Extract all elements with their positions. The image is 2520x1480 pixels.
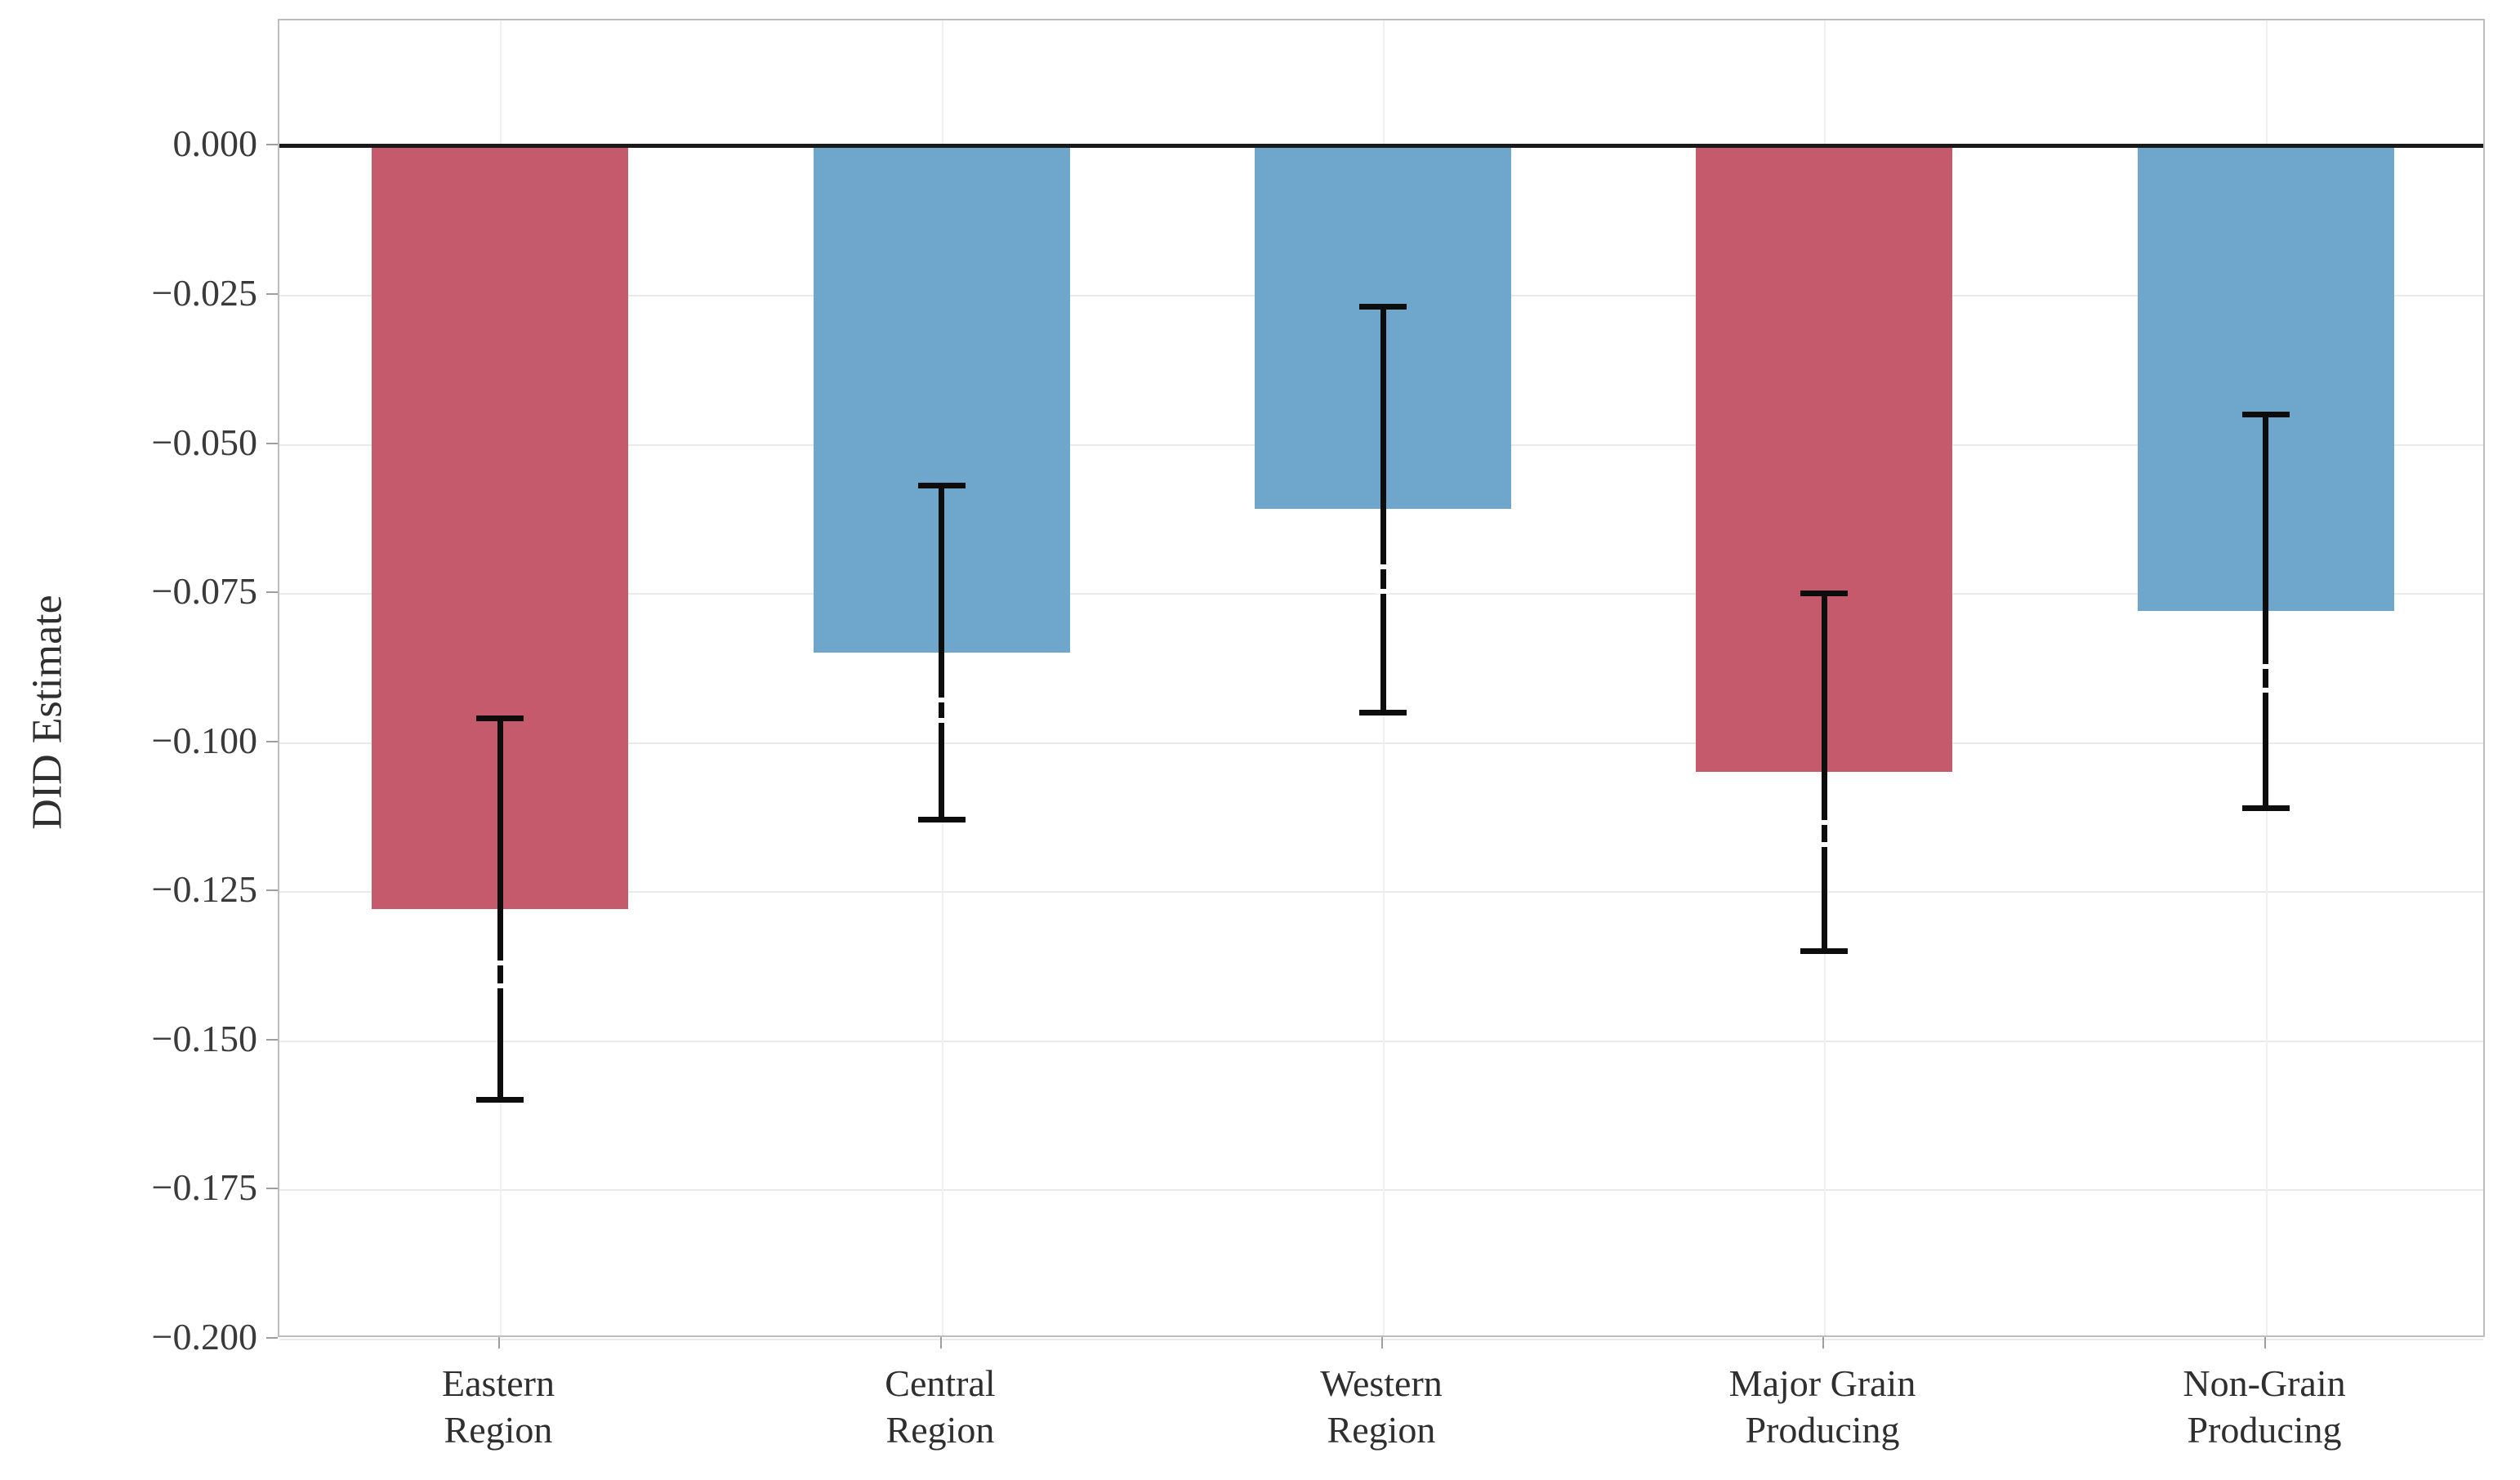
gridline-h — [279, 1189, 2483, 1191]
y-tick-mark — [266, 591, 278, 593]
x-tick-label-major-grain-producing: Major Grain Producing — [1728, 1362, 1916, 1451]
y-tick-mark — [266, 1188, 278, 1189]
zero-line — [279, 144, 2483, 148]
y-tick-mark — [266, 741, 278, 742]
y-tick-label: −0.200 — [151, 1316, 257, 1357]
significance-mark-major-grain-producing — [1818, 820, 1831, 825]
y-tick-label: −0.150 — [151, 1018, 257, 1059]
y-tick-label: −0.175 — [151, 1166, 257, 1208]
error-cap-bottom-western-region — [1359, 710, 1407, 715]
significance-mark-eastern-region — [493, 961, 506, 965]
x-tick-mark — [498, 1337, 500, 1348]
x-tick-label-western-region: Western Region — [1320, 1362, 1443, 1451]
y-tick-label: −0.100 — [151, 720, 257, 761]
y-tick-mark — [266, 443, 278, 444]
significance-mark-non-grain-producing — [2259, 688, 2272, 693]
y-tick-mark — [266, 1337, 278, 1339]
error-cap-top-non-grain-producing — [2242, 412, 2290, 417]
error-bar-non-grain-producing — [2263, 414, 2268, 808]
gridline-h — [279, 1041, 2483, 1042]
gridline-h — [279, 742, 2483, 744]
x-tick-mark — [1381, 1337, 1383, 1348]
significance-mark-central-region — [935, 718, 948, 723]
y-tick-mark — [266, 889, 278, 891]
y-tick-label: −0.075 — [151, 570, 257, 612]
y-tick-mark — [266, 1039, 278, 1041]
error-cap-bottom-major-grain-producing — [1800, 948, 1848, 954]
error-cap-top-major-grain-producing — [1800, 591, 1848, 596]
x-tick-mark — [1822, 1337, 1824, 1348]
significance-mark-central-region — [935, 698, 948, 702]
y-tick-label: 0.000 — [172, 123, 258, 164]
x-tick-mark — [940, 1337, 942, 1348]
x-tick-label-non-grain-producing: Non-Grain Producing — [2183, 1362, 2346, 1451]
error-cap-top-eastern-region — [476, 715, 524, 721]
x-tick-label-eastern-region: Eastern Region — [442, 1362, 555, 1451]
significance-mark-non-grain-producing — [2259, 664, 2272, 669]
x-tick-label-central-region: Central Region — [885, 1362, 996, 1451]
x-tick-mark — [2264, 1337, 2266, 1348]
error-bar-major-grain-producing — [1822, 593, 1827, 951]
error-cap-bottom-eastern-region — [476, 1097, 524, 1103]
y-tick-mark — [266, 144, 278, 145]
significance-mark-major-grain-producing — [1818, 842, 1831, 847]
y-tick-label: −0.125 — [151, 868, 257, 910]
error-bar-eastern-region — [497, 718, 503, 1099]
y-tick-label: −0.025 — [151, 272, 257, 314]
error-cap-bottom-non-grain-producing — [2242, 805, 2290, 811]
error-cap-top-central-region — [918, 483, 966, 488]
error-cap-bottom-central-region — [918, 817, 966, 822]
y-tick-mark — [266, 293, 278, 295]
error-cap-top-western-region — [1359, 304, 1407, 310]
significance-mark-western-region — [1376, 589, 1389, 594]
error-bar-western-region — [1380, 307, 1386, 713]
gridline-h — [279, 891, 2483, 893]
y-tick-label: −0.050 — [151, 421, 257, 463]
significance-mark-western-region — [1376, 564, 1389, 569]
significance-mark-eastern-region — [493, 983, 506, 988]
plot-area — [278, 19, 2485, 1340]
error-bar-central-region — [939, 486, 944, 820]
y-axis-title: DID Estimate — [24, 595, 71, 830]
